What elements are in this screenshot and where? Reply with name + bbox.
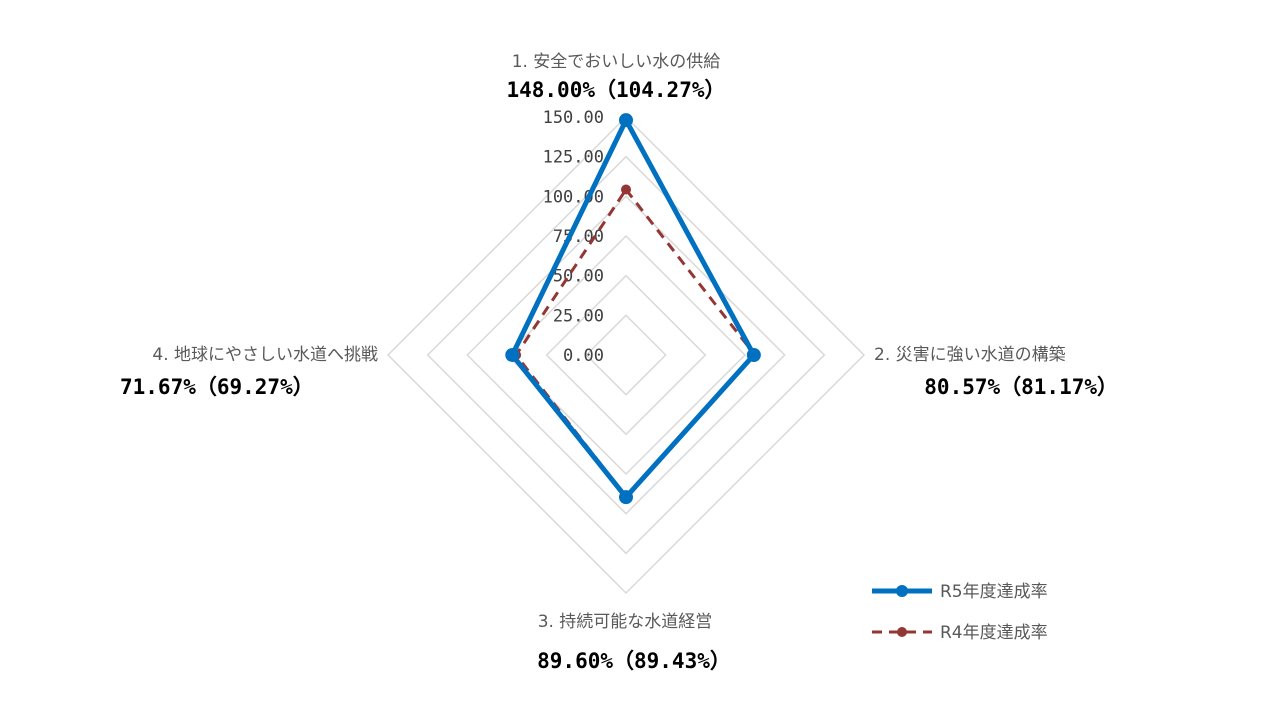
tick-label: 50.00: [553, 267, 604, 287]
legend-r5-marker: [896, 585, 908, 597]
value-label-1: 148.00%（104.27%）: [506, 78, 725, 102]
category-label-4: 4. 地球にやさしい水道へ挑戦: [152, 345, 378, 365]
grid-ring: [466, 195, 786, 515]
legend-item-r5: R5年度達成率: [872, 582, 1048, 602]
tick-label: 150.00: [543, 108, 604, 128]
grid-ring: [426, 155, 826, 555]
series-r4-line: [514, 188, 757, 499]
tick-label: 75.00: [553, 227, 604, 247]
series-r5-point-4: [505, 348, 520, 362]
legend-item-r4: R4年度達成率: [872, 623, 1048, 643]
grid-ring: [386, 115, 866, 595]
series-r4-point-1: [621, 184, 631, 195]
legend: R5年度達成率 R4年度達成率: [872, 582, 1048, 643]
legend-r4-marker: [897, 627, 907, 637]
value-label-2: 80.57%（81.17%）: [924, 375, 1118, 399]
grid-ring: [585, 314, 667, 396]
series-r5-point-3: [619, 490, 633, 505]
series-lines: [505, 113, 761, 505]
category-label-3: 3. 持続可能な水道経営: [538, 612, 713, 632]
radar-grid: [386, 115, 866, 595]
legend-r5-label: R5年度達成率: [940, 582, 1048, 602]
tick-label: 125.00: [543, 148, 604, 168]
category-label-2: 2. 災害に強い水道の構築: [874, 345, 1066, 365]
value-label-3: 89.60%（89.43%）: [537, 649, 731, 673]
series-r5-point-2: [746, 348, 761, 362]
tick-label: 0.00: [563, 346, 604, 366]
series-r5-point-1: [619, 113, 633, 128]
grid-ring: [505, 234, 747, 476]
legend-r4-label: R4年度達成率: [940, 623, 1048, 643]
grid-ring: [545, 274, 707, 436]
category-label-1: 1. 安全でおいしい水の供給: [512, 52, 721, 72]
tick-label: 25.00: [553, 306, 604, 326]
value-label-4: 71.67%（69.27%）: [120, 375, 314, 399]
